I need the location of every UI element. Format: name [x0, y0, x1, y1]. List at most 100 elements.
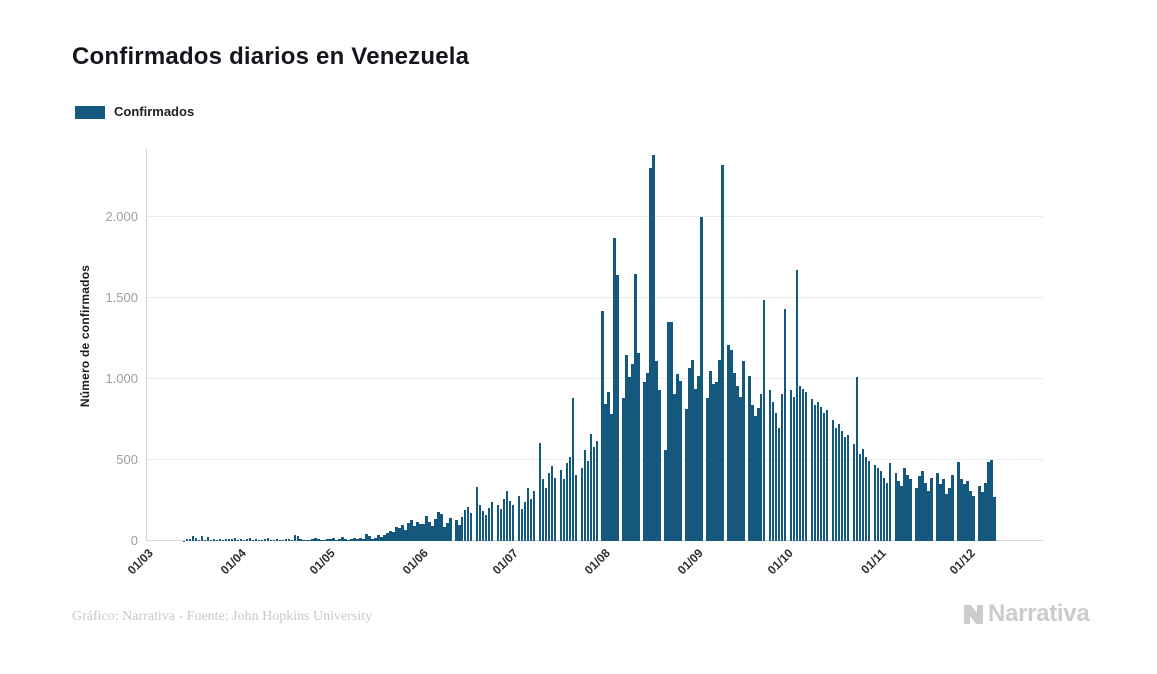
- bar: [873, 464, 877, 541]
- bar: [422, 524, 425, 541]
- bar: [637, 353, 640, 541]
- bar: [948, 487, 951, 541]
- bar: [861, 448, 865, 541]
- bar: [356, 539, 359, 541]
- bar: [335, 539, 338, 541]
- bar: [359, 538, 362, 541]
- bar: [903, 468, 907, 541]
- bar: [326, 539, 329, 541]
- legend: Confirmados: [75, 104, 194, 119]
- bar: [502, 498, 506, 541]
- bar: [957, 461, 960, 541]
- bar: [816, 401, 820, 541]
- bar: [197, 539, 201, 541]
- chart-title: Confirmados diarios en Venezuela: [72, 43, 470, 70]
- bar: [317, 539, 320, 541]
- bar: [631, 364, 634, 541]
- bar: [792, 396, 796, 541]
- y-tick-label-0: 0: [130, 533, 138, 548]
- bar: [395, 526, 398, 541]
- bar: [643, 382, 646, 541]
- bar: [440, 514, 443, 541]
- gridline-2000: [147, 216, 1043, 218]
- bar: [251, 540, 255, 541]
- bar: [718, 359, 721, 541]
- bar: [885, 482, 889, 541]
- bar: [960, 479, 963, 541]
- bar: [463, 510, 467, 541]
- bar: [801, 388, 805, 541]
- bar: [613, 238, 616, 541]
- bar: [894, 472, 898, 541]
- bar: [876, 468, 880, 541]
- bar: [299, 539, 303, 541]
- bar: [302, 540, 306, 541]
- bar: [918, 476, 921, 541]
- bar: [981, 492, 984, 541]
- x-tick-label-01-08: 01/08: [582, 546, 614, 578]
- bar: [380, 536, 383, 541]
- bar: [604, 404, 608, 541]
- bar: [538, 443, 542, 541]
- bar: [496, 505, 500, 541]
- bar: [646, 372, 649, 541]
- bar: [733, 372, 736, 541]
- bar: [188, 539, 192, 541]
- bar: [224, 539, 228, 541]
- bar: [715, 382, 718, 541]
- bar: [191, 535, 195, 541]
- bar: [407, 523, 410, 541]
- bar: [837, 423, 841, 541]
- bar: [272, 539, 276, 541]
- bar: [553, 477, 557, 541]
- bar: [413, 525, 416, 541]
- bar: [700, 217, 703, 541]
- bar: [804, 391, 808, 541]
- bar: [221, 539, 225, 541]
- bar: [580, 468, 584, 541]
- bar: [314, 538, 317, 541]
- bar: [194, 538, 198, 541]
- bar: [257, 539, 261, 541]
- bar: [454, 519, 458, 541]
- bar: [951, 474, 954, 541]
- bar: [404, 529, 407, 541]
- bar: [293, 535, 297, 541]
- bar: [547, 472, 551, 541]
- bar: [329, 539, 332, 541]
- bar: [460, 516, 464, 541]
- bar: [478, 504, 482, 541]
- gridline-1500: [147, 297, 1043, 299]
- bar: [607, 391, 610, 541]
- bar: [846, 434, 850, 541]
- bar: [550, 465, 554, 541]
- bar: [670, 321, 673, 541]
- bar: [434, 519, 437, 541]
- bar: [712, 383, 715, 541]
- bar: [365, 533, 368, 541]
- bar: [574, 474, 578, 541]
- bar: [499, 509, 503, 541]
- bar: [915, 487, 918, 541]
- bar: [284, 538, 288, 541]
- bar: [685, 408, 688, 541]
- bar: [667, 322, 670, 541]
- bar: [386, 533, 389, 541]
- bar: [517, 495, 521, 541]
- bar: [392, 531, 395, 541]
- bar: [658, 390, 661, 541]
- bar: [218, 538, 222, 541]
- bar: [984, 482, 987, 541]
- bar: [544, 487, 548, 541]
- bar: [245, 539, 249, 541]
- bar: [212, 538, 216, 541]
- bar: [260, 540, 264, 541]
- bar: [529, 498, 533, 541]
- y-tick-label-1500: 1.500: [105, 290, 138, 305]
- bar: [676, 374, 679, 541]
- bar: [305, 539, 309, 541]
- bar: [332, 538, 335, 541]
- bar: [601, 310, 605, 541]
- bar: [263, 539, 267, 541]
- bar: [783, 309, 787, 541]
